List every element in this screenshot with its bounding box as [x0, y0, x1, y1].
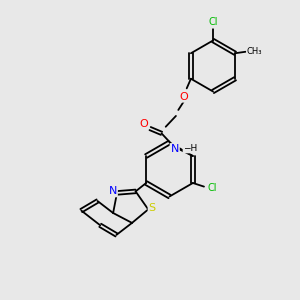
Text: Cl: Cl [207, 183, 217, 194]
Text: −H: −H [183, 144, 197, 153]
Text: Cl: Cl [208, 17, 218, 28]
Text: CH₃: CH₃ [247, 47, 262, 56]
Text: S: S [148, 203, 156, 213]
Text: N: N [170, 144, 179, 154]
Text: O: O [139, 119, 148, 129]
Text: N: N [109, 186, 117, 197]
Text: O: O [179, 92, 188, 102]
